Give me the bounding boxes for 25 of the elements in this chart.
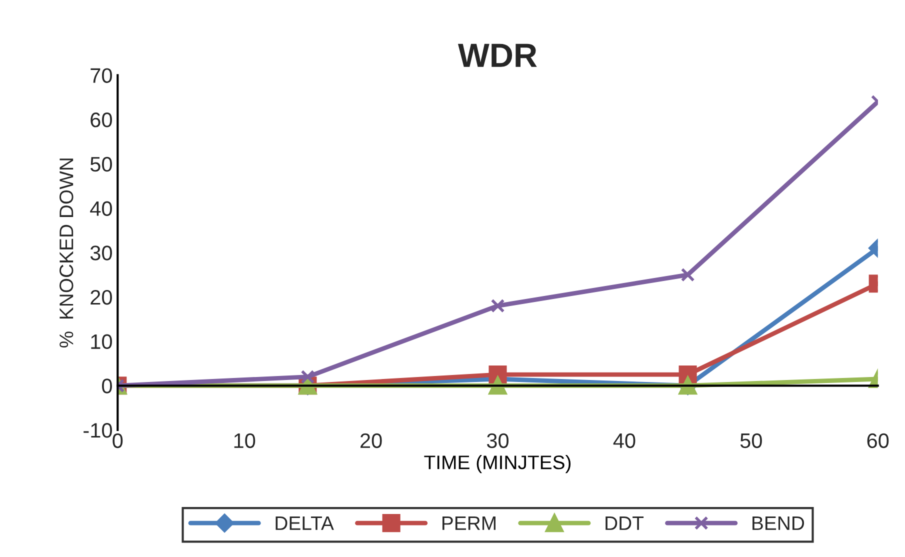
x-tick-label: 40 — [613, 433, 636, 448]
y-tick-label: -10 — [84, 423, 112, 438]
point — [490, 298, 505, 313]
x-tick-label: 10 — [234, 433, 256, 448]
legend-label: DDT — [606, 516, 644, 530]
x-tick-label: 60 — [867, 433, 889, 448]
y-tick-label: 40 — [90, 201, 112, 216]
y-axis-title: % KNOCKED DOWN — [60, 158, 74, 348]
x-tick-label: 50 — [740, 433, 762, 448]
x-tick-label: 20 — [360, 433, 382, 448]
chart-title: WDR — [458, 44, 537, 67]
x-axis-title: TIME (MINJTES) — [424, 454, 571, 474]
y-tick-label: 50 — [90, 156, 112, 172]
legend-label: PERM — [442, 516, 496, 530]
y-tick-label: 0 — [102, 378, 112, 394]
y-tick-label: 20 — [90, 290, 112, 305]
legend-label: DELTA — [276, 516, 334, 530]
legend-label: BEND — [752, 516, 804, 530]
y-tick-label: 30 — [90, 246, 112, 260]
x-tick-label: 0 — [112, 433, 123, 448]
point — [488, 376, 507, 395]
y-tick-label: 70 — [90, 68, 112, 83]
y-tick-label: 10 — [91, 334, 112, 350]
x-tick-label: 30 — [486, 433, 509, 448]
y-tick-label: 60 — [90, 112, 112, 128]
